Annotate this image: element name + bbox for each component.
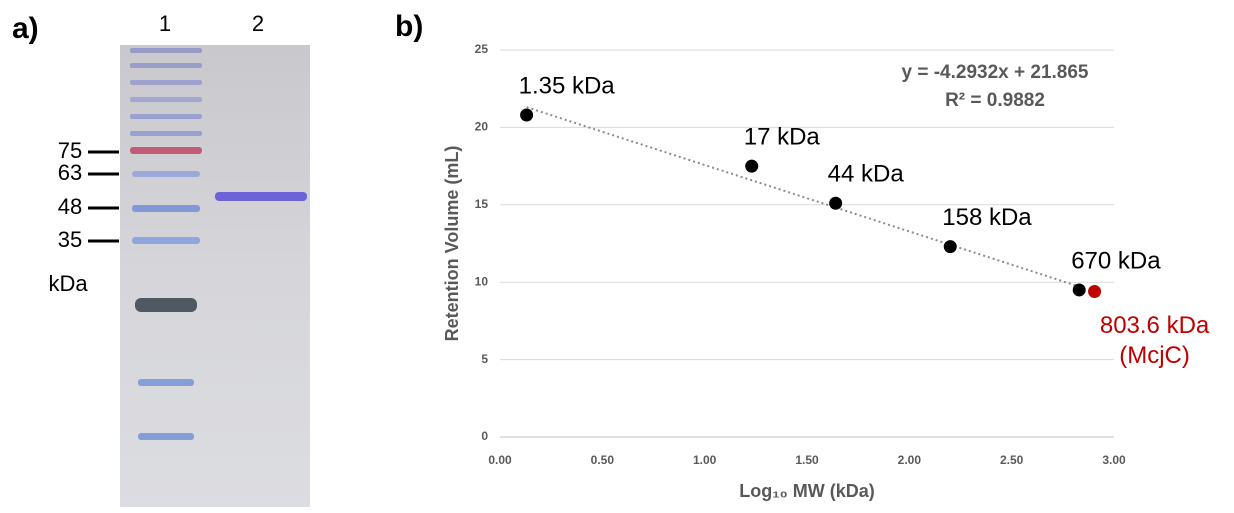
lane-label: 1 xyxy=(159,11,171,36)
marker-label: 63 xyxy=(58,160,82,185)
marker-label: 35 xyxy=(58,227,82,252)
point-label: 1.35 kDa xyxy=(519,72,616,99)
x-tick-label: 1.00 xyxy=(693,453,717,467)
trendline-label: R² = 0.9882 xyxy=(945,90,1045,111)
lane-label: 2 xyxy=(252,11,264,36)
point xyxy=(829,196,843,210)
y-tick-label: 20 xyxy=(475,120,489,134)
point xyxy=(943,240,957,254)
point-label: 158 kDa xyxy=(942,204,1032,231)
marker-unit: kDa xyxy=(48,271,88,296)
y-tick-label: 10 xyxy=(475,274,489,288)
y-tick-label: 0 xyxy=(481,429,488,443)
y-axis-label: Retention Volume (mL) xyxy=(442,146,462,342)
point-label: (McjC) xyxy=(1119,342,1190,369)
panel-label: b) xyxy=(395,10,423,43)
point-label: 17 kDa xyxy=(744,123,821,150)
x-tick-label: 2.00 xyxy=(898,453,922,467)
x-tick-label: 0.50 xyxy=(591,453,615,467)
protein-band xyxy=(215,192,307,201)
x-tick-label: 0.00 xyxy=(488,453,512,467)
trendline xyxy=(526,106,1080,288)
point xyxy=(520,108,534,122)
point xyxy=(1088,284,1102,298)
marker-label: 75 xyxy=(58,138,82,163)
x-tick-label: 2.50 xyxy=(1000,453,1024,467)
x-tick-label: 3.00 xyxy=(1102,453,1126,467)
point-label: 803.6 kDa xyxy=(1100,312,1210,339)
panel-label: a) xyxy=(12,12,39,45)
point-label: 670 kDa xyxy=(1071,247,1161,274)
x-tick-label: 1.50 xyxy=(795,453,819,467)
y-tick-label: 5 xyxy=(481,352,488,366)
gel xyxy=(120,45,310,507)
x-axis-label: Log₁₀ MW (kDa) xyxy=(739,481,875,501)
point xyxy=(745,159,759,173)
point xyxy=(1072,283,1086,297)
marker-label: 48 xyxy=(58,194,82,219)
point-label: 44 kDa xyxy=(828,161,905,188)
ladder-bands xyxy=(130,48,202,440)
y-tick-label: 25 xyxy=(475,42,489,56)
trendline-label: y = -4.2932x + 21.865 xyxy=(902,62,1089,83)
y-tick-label: 15 xyxy=(475,197,489,211)
